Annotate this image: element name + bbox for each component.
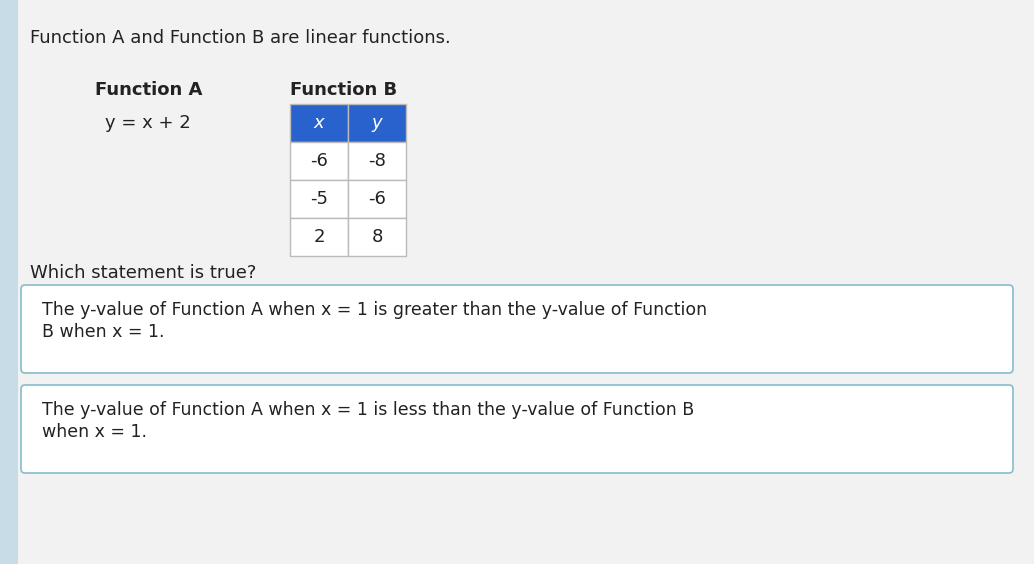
Text: -8: -8 (368, 152, 386, 170)
Text: The y-value of Function A when x = 1 is greater than the y-value of Function: The y-value of Function A when x = 1 is … (42, 301, 707, 319)
Text: -6: -6 (310, 152, 328, 170)
Text: y = x + 2: y = x + 2 (105, 114, 190, 132)
FancyBboxPatch shape (290, 180, 348, 218)
FancyBboxPatch shape (348, 104, 406, 142)
Text: y: y (371, 114, 383, 132)
FancyBboxPatch shape (18, 0, 1034, 564)
Text: when x = 1.: when x = 1. (42, 423, 147, 441)
Text: Function A: Function A (95, 81, 203, 99)
FancyBboxPatch shape (21, 285, 1013, 373)
FancyBboxPatch shape (348, 142, 406, 180)
FancyBboxPatch shape (348, 180, 406, 218)
Text: 2: 2 (313, 228, 325, 246)
Text: -6: -6 (368, 190, 386, 208)
Text: Function B: Function B (290, 81, 397, 99)
FancyBboxPatch shape (290, 142, 348, 180)
Text: x: x (313, 114, 325, 132)
Text: -5: -5 (310, 190, 328, 208)
Text: Function A and Function B are linear functions.: Function A and Function B are linear fun… (30, 29, 451, 47)
FancyBboxPatch shape (290, 218, 348, 256)
FancyBboxPatch shape (290, 104, 348, 142)
Text: Which statement is true?: Which statement is true? (30, 264, 256, 282)
Text: B when x = 1.: B when x = 1. (42, 323, 164, 341)
Text: 8: 8 (371, 228, 383, 246)
FancyBboxPatch shape (348, 218, 406, 256)
FancyBboxPatch shape (21, 385, 1013, 473)
Text: The y-value of Function A when x = 1 is less than the y-value of Function B: The y-value of Function A when x = 1 is … (42, 401, 694, 419)
